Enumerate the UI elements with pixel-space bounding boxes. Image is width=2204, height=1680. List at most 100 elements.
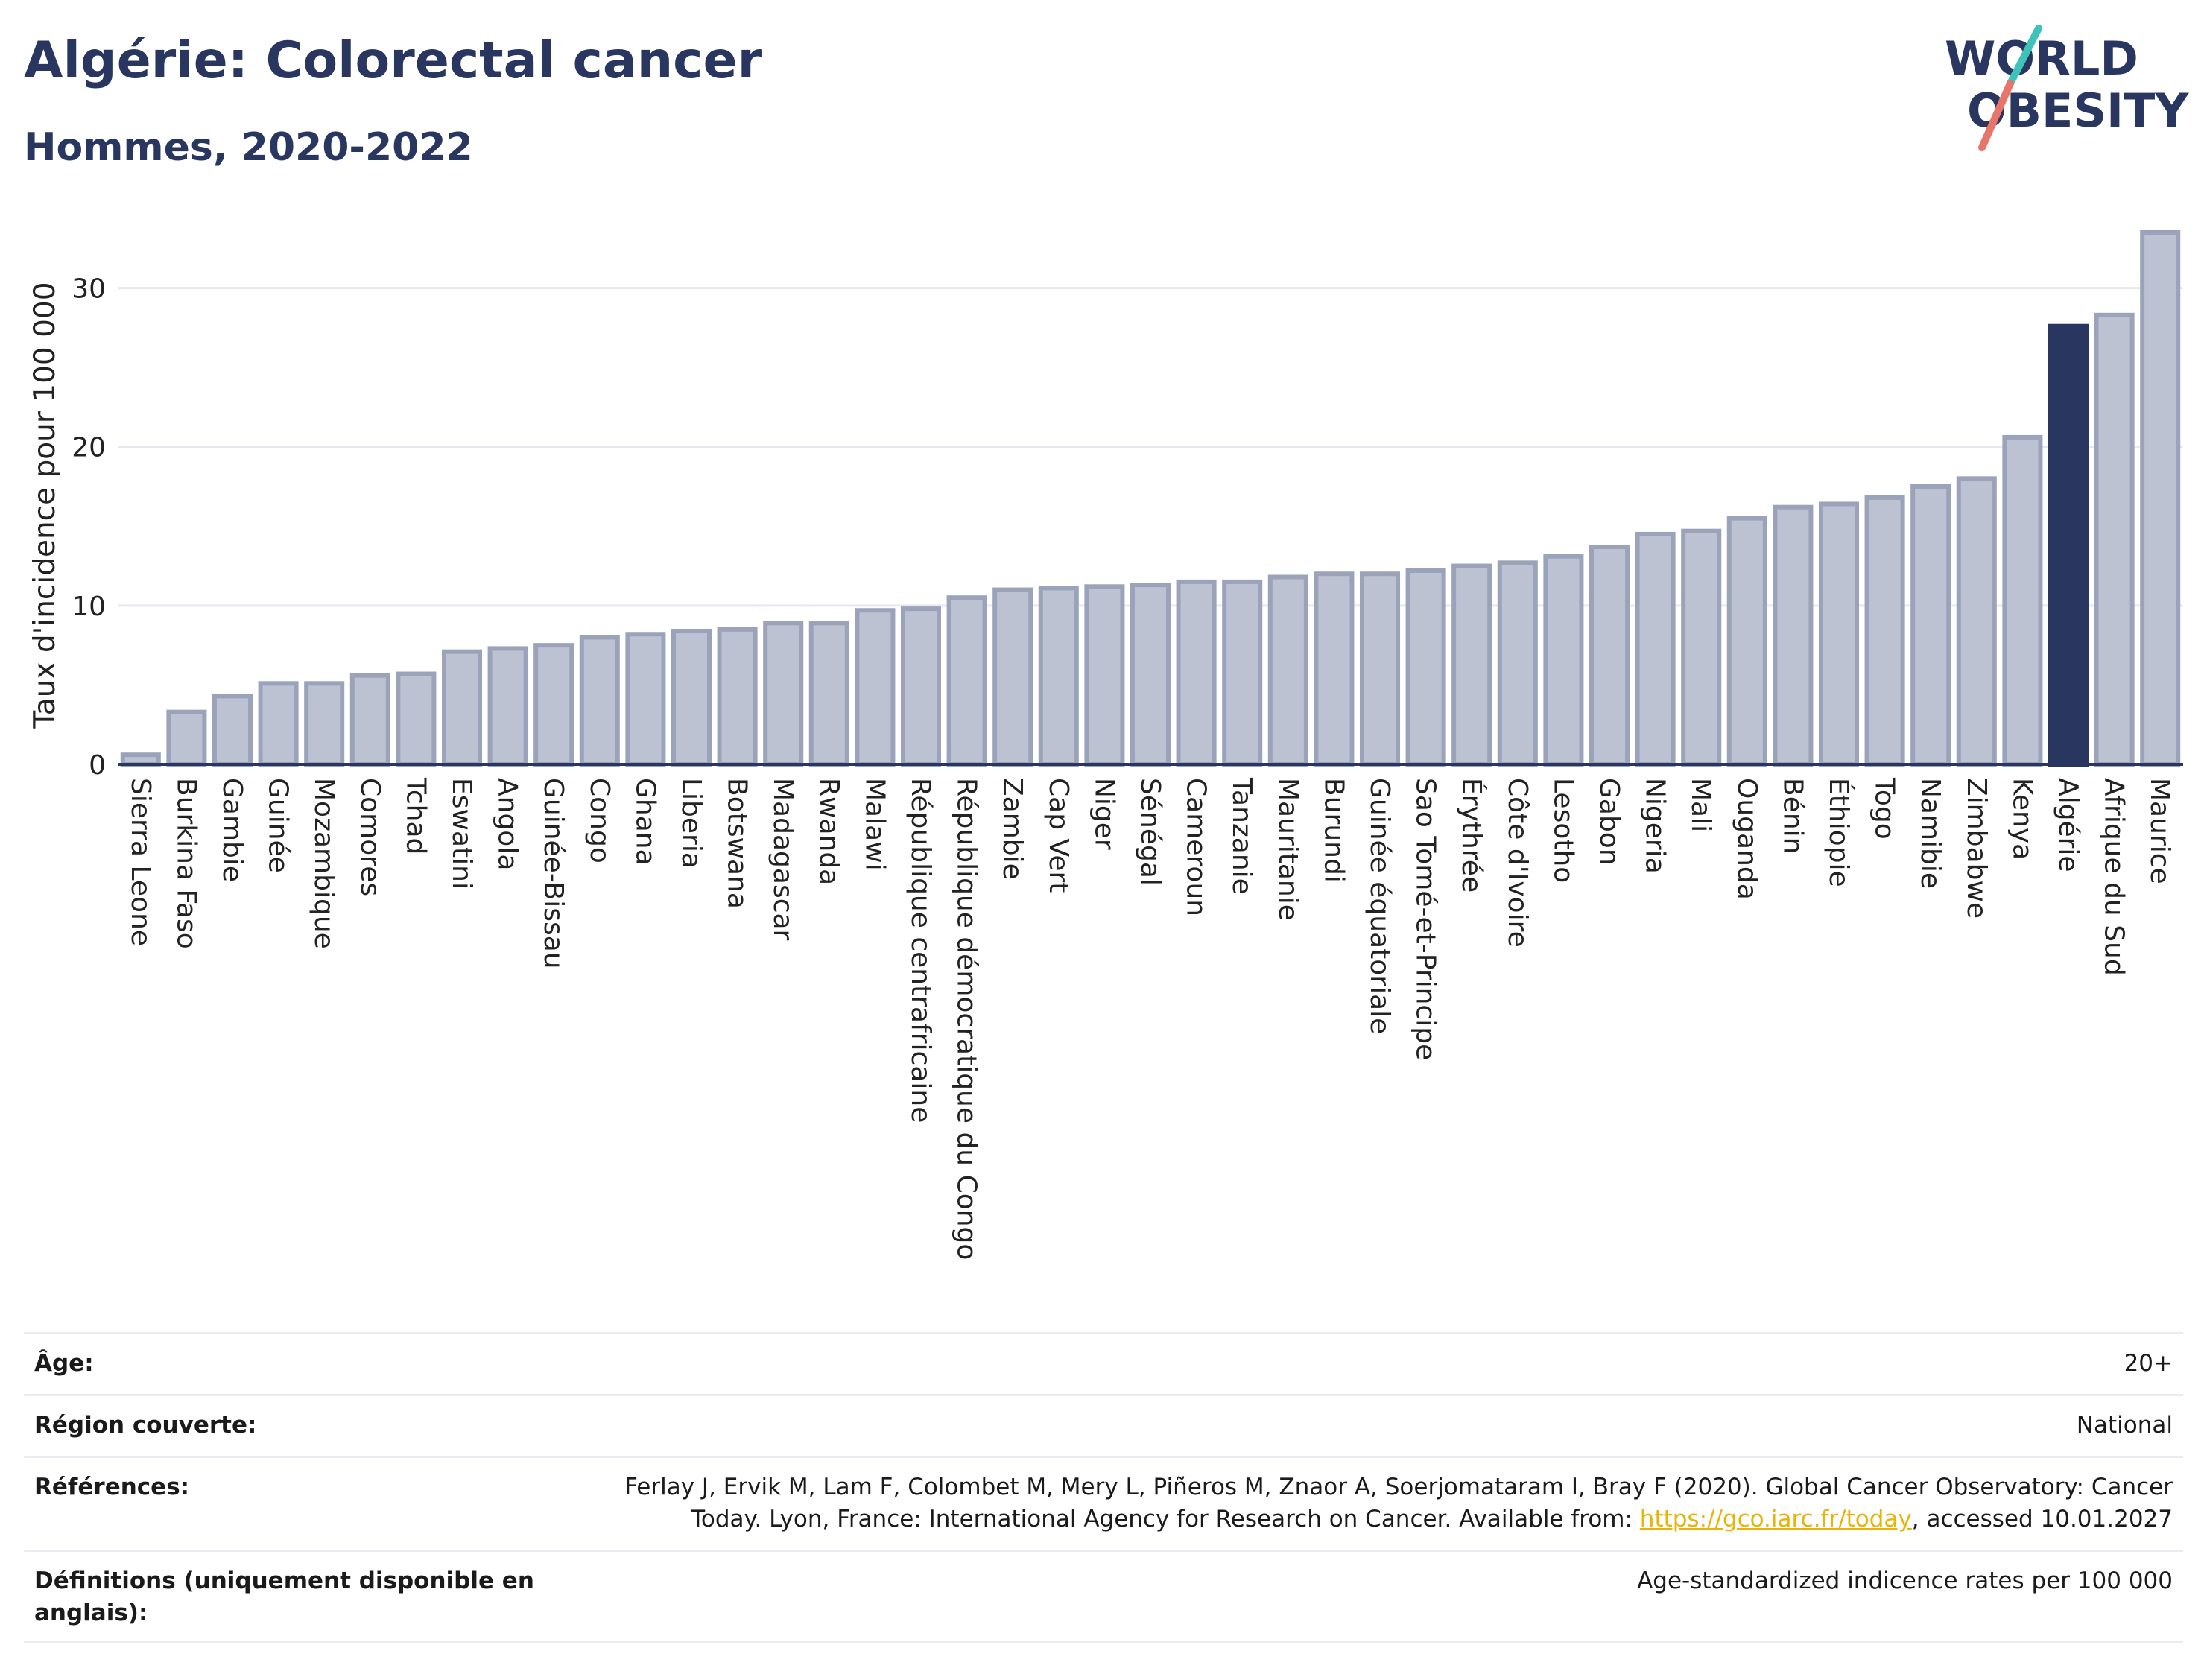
bar [2002,434,2043,767]
bar [1405,568,1446,767]
bar [671,628,712,767]
bar [1773,504,1814,767]
references-accessed: , accessed 10.01.2027 [1911,1506,2173,1532]
x-tick-label: Rwanda [814,778,844,885]
bar [2048,323,2089,767]
x-tick-label: Guinée [263,778,294,873]
table-row-references: Références: Ferlay J, Ervik M, Lam F, Co… [24,1456,2183,1550]
x-tick-label: Éthiopie [1823,778,1855,887]
world-obesity-logo: WORLD OBESITY [1945,25,2189,151]
x-tick-label: Afrique du Sud [2099,778,2129,976]
bar [1726,516,1767,767]
bar [166,709,207,767]
y-tick-label: 20 [72,433,106,463]
bar [1084,584,1125,767]
x-tick-label: Comores [355,778,385,896]
bar [396,671,437,767]
age-label: Âge: [34,1350,94,1377]
x-tick-label: Nigeria [1640,778,1671,874]
bar [1359,571,1401,767]
bar-chart: 0 10 20 30 Taux d'incidence pour 100 000 Sier… [28,229,2183,1260]
bar [212,694,253,767]
references-label: Références: [34,1474,190,1500]
x-tick-label: Zimbabwe [1961,778,1992,919]
x-tick-label: Guinée-Bissau [538,778,569,969]
x-tick-label: Algérie [2053,778,2083,872]
bar [900,606,942,767]
x-tick-label: Namibie [1915,778,1945,889]
x-tick-label: Tanzanie [1226,777,1257,895]
x-tick-label: Ouganda [1732,778,1762,900]
x-tick-label: Eswatini [446,778,477,890]
logo-slash-coral [1978,80,2014,151]
bar [1451,563,1492,767]
bar [1130,583,1171,767]
bar [2094,312,2135,767]
x-tick-label: Mauritanie [1273,778,1303,921]
definitions-value: Age-standardized indicence rates per 100… [1637,1568,2173,1594]
x-tick-label: Niger [1089,778,1119,850]
x-tick-label: Mali [1685,778,1716,832]
bar [1497,560,1538,767]
metadata-table: Âge: 20+ Région couverte: National Référ… [24,1332,2183,1643]
x-tick-label: Érythrée [1456,778,1487,893]
bar [349,673,390,767]
bar [1864,495,1905,767]
x-tick-label: Zambie [997,778,1027,880]
x-tick-label: Congo [584,778,615,863]
definitions-label: Définitions (uniquement disponible en an… [34,1568,534,1626]
y-axis-label: Taux d'incidence pour 100 000 [28,282,62,729]
bar [487,646,528,767]
y-tick-label: 10 [72,592,106,622]
x-tick-label: République démocratique du Congo [951,778,982,1260]
bar [855,608,896,767]
x-tick-label: Angola [493,778,523,870]
y-tick-label: 0 [89,750,106,781]
bar [1267,574,1308,767]
x-tick-label: Bénin [1777,778,1808,854]
x-tick-label: Burundi [1318,778,1349,883]
bar [717,627,758,767]
logo-slash-teal [2007,25,2042,87]
x-tick-label: Côte d'Ivoire [1502,778,1533,948]
bar [946,595,987,767]
table-row-definitions: Définitions (uniquement disponible en an… [24,1550,2183,1643]
bar [304,681,345,767]
bar [1910,484,1951,767]
bar [441,649,483,767]
x-tick-label: République centrafricaine [905,778,936,1123]
x-tick-label: Mozambique [308,778,339,949]
x-tick-label: Sénégal [1135,778,1165,886]
x-tick-label: Sao Tomé-et-Principe [1410,778,1441,1060]
references-link[interactable]: https://gco.iarc.fr/today [1639,1506,1912,1532]
bar [258,681,299,767]
table-row-age: Âge: 20+ [24,1332,2183,1394]
x-tick-label: Madagascar [767,778,798,941]
region-label: Région couverte: [34,1412,257,1439]
bar [1314,571,1355,767]
x-tick-label: Cap Vert [1043,778,1074,893]
bar [1818,501,1860,767]
references-value: Ferlay J, Ervik M, Lam F, Colombet M, Me… [608,1471,2173,1535]
bar [1635,531,1676,767]
x-tick-label: Malawi [859,778,890,871]
y-tick-label: 30 [72,274,106,305]
bar [1222,579,1263,767]
bar [2140,229,2181,767]
bar [1956,476,1997,767]
x-tick-label: Cameroun [1181,778,1212,916]
references-text: Ferlay J, Ervik M, Lam F, Colombet M, Me… [624,1474,2173,1532]
x-tick-label: Botswana [722,778,753,909]
bar [808,621,849,767]
x-tick-label: Togo [1869,777,1900,840]
bar [1543,554,1584,767]
bar [1681,528,1722,767]
x-tick-label: Gambie [217,778,247,882]
x-tick-label: Lesotho [1548,778,1578,883]
age-value: 20+ [2124,1350,2173,1377]
x-tick-label: Kenya [2007,778,2037,860]
logo-text-world: WORLD [1945,31,2138,86]
x-tick-label: Burkina Faso [171,778,201,949]
x-tick-label: Gabon [1594,778,1624,866]
x-tick-label: Guinée équatoriale [1364,778,1395,1034]
